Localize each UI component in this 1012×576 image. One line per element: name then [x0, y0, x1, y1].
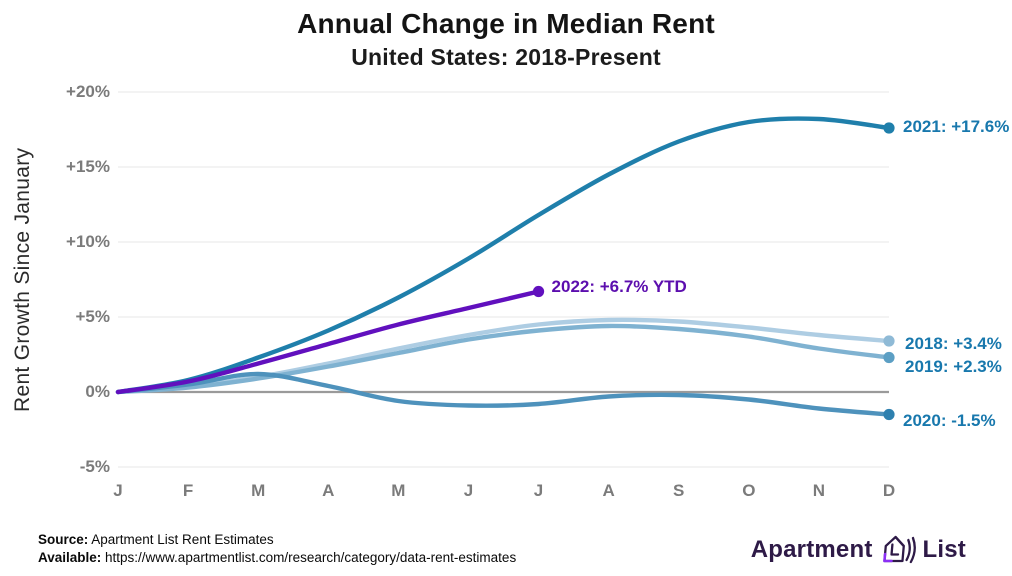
y-tick-label: 0%: [85, 382, 110, 401]
y-tick-label: +5%: [75, 307, 111, 326]
x-tick-label: A: [322, 481, 335, 500]
x-tick-label: M: [251, 481, 266, 500]
y-tick-label: +10%: [66, 232, 110, 251]
y-tick-label: +15%: [66, 157, 110, 176]
x-tick-label: S: [673, 481, 685, 500]
x-tick-label: D: [882, 481, 896, 500]
series-label-2020: 2020: -1.5%: [903, 410, 996, 430]
x-tick-label: M: [391, 481, 406, 500]
x-tick-label: J: [533, 481, 544, 500]
x-tick-label: F: [182, 481, 194, 500]
x-tick-label: A: [602, 481, 615, 500]
series-label-2019: 2019: +2.3%: [905, 356, 1002, 376]
apartment-list-house-icon: [882, 535, 916, 564]
series-label-2018: 2018: +3.4%: [905, 334, 1002, 353]
series-label-2021: 2021: +17.6%: [903, 117, 1010, 136]
apartment-list-logo: Apartment List: [751, 531, 966, 569]
available-line: Available: https://www.apartmentlist.com…: [38, 549, 516, 567]
footer-attribution: Source: Apartment List Rent Estimates Av…: [38, 531, 516, 567]
source-text: Apartment List Rent Estimates: [88, 532, 274, 547]
x-tick-label: O: [742, 481, 756, 500]
y-tick-label: +20%: [66, 82, 110, 101]
x-tick-label: N: [812, 481, 826, 500]
x-tick-label: J: [113, 481, 123, 500]
logo-wordmark-apartment: Apartment: [750, 536, 873, 563]
source-label: Source:: [38, 532, 89, 547]
x-tick-label: J: [463, 481, 474, 500]
chart-subtitle: United States: 2018-Present: [351, 44, 661, 70]
y-tick-label: -5%: [79, 457, 110, 476]
logo-wordmark-list: List: [922, 536, 966, 563]
series-label-2022: 2022: +6.7% YTD: [551, 276, 687, 296]
source-line: Source: Apartment List Rent Estimates: [38, 531, 516, 549]
chart-title: Annual Change in Median Rent: [297, 8, 715, 39]
available-label: Available:: [38, 550, 102, 565]
available-url: https://www.apartmentlist.com/research/c…: [101, 550, 517, 565]
